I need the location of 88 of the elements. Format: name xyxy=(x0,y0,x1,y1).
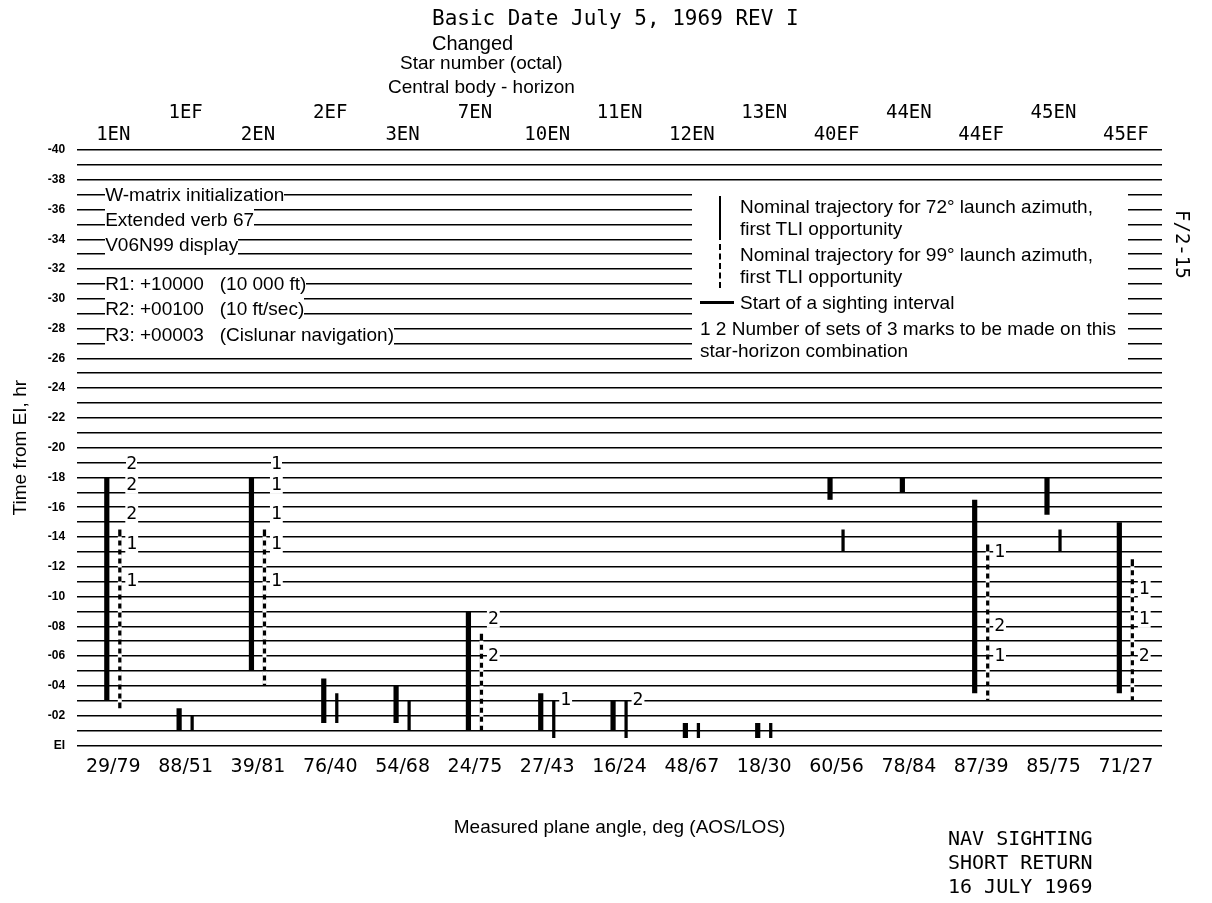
annotation: R1: +10000 (10 000 ft) xyxy=(105,272,307,295)
annotation: 2 xyxy=(487,606,499,628)
annotation: 2 xyxy=(126,451,138,474)
x-tick-label: 48/67 xyxy=(664,753,720,776)
text: NAV SIGHTING SHORT RETURN 16 JULY 1969 xyxy=(948,826,1094,898)
y-tick-label: -26 xyxy=(47,350,66,365)
annotation: 2 xyxy=(1138,643,1150,665)
text: 11EN xyxy=(596,100,643,122)
text: 2EF xyxy=(313,100,348,122)
text: Central body - horizon xyxy=(388,76,575,98)
x-tick-label: 27/43 xyxy=(519,753,575,776)
x-tick-label: 54/68 xyxy=(375,753,430,776)
x-tick-label: 16/24 xyxy=(592,753,647,776)
text: 10EN xyxy=(524,122,571,144)
y-tick-label: -20 xyxy=(47,440,66,455)
text: Basic Date July 5, 1969 REV I xyxy=(432,6,799,30)
y-tick-label: -34 xyxy=(47,231,66,246)
annotation: 1 xyxy=(126,532,138,554)
annotation: 1 xyxy=(1138,606,1150,628)
text: F/2-15 xyxy=(1172,209,1194,279)
annotation: R3: +00003 (Cislunar navigation) xyxy=(105,323,394,346)
y-tick-label: -04 xyxy=(47,678,66,693)
y-tick-label: EI xyxy=(53,737,66,752)
annotation: 1 xyxy=(1138,576,1150,598)
x-tick-label: 39/81 xyxy=(230,753,286,776)
legend-label: Nominal trajectory for 99° launch azimuth, first TLI opportunity xyxy=(740,243,1094,288)
annotation: 1 xyxy=(126,569,138,591)
text: 2EN xyxy=(240,122,276,144)
text: 45EF xyxy=(1102,122,1149,144)
annotation: 2 xyxy=(487,643,499,665)
annotation: 1 xyxy=(270,451,282,474)
annotation: 1 xyxy=(994,643,1006,665)
annotation: 2 xyxy=(994,613,1006,635)
y-tick-label: -10 xyxy=(47,588,66,603)
annotation: W-matrix initialization xyxy=(105,183,285,206)
text: 1EN xyxy=(96,122,131,144)
x-tick-label: 87/39 xyxy=(953,753,1009,776)
x-tick-label: 85/75 xyxy=(1026,753,1081,776)
annotation: 1 xyxy=(270,532,282,554)
text: 12EN xyxy=(669,122,715,144)
y-tick-label: -22 xyxy=(47,410,66,425)
x-tick-label: 29/79 xyxy=(85,753,141,776)
text: Changed xyxy=(432,32,514,55)
x-tick-label: 18/30 xyxy=(736,753,792,776)
x-tick-label: 71/27 xyxy=(1098,753,1154,776)
y-tick-label: -16 xyxy=(47,499,66,514)
y-tick-label: -36 xyxy=(47,201,66,216)
annotation: V06N99 display xyxy=(105,234,239,257)
text: 45EN xyxy=(1030,100,1077,122)
y-axis-title: Time from EI, hr xyxy=(8,379,30,516)
annotation: 1 2 Number of sets of 3 marks to be made on this star-horizon combination xyxy=(700,317,1118,362)
x-tick-label: 88/51 xyxy=(158,753,214,776)
x-tick-label: 60/56 xyxy=(809,753,864,776)
y-tick-label: -32 xyxy=(47,261,66,276)
text: 40EF xyxy=(813,122,860,144)
y-tick-label: -02 xyxy=(47,707,66,722)
text: 3EN xyxy=(385,122,420,144)
x-tick-label: 24/75 xyxy=(447,753,503,776)
annotation: 1 xyxy=(270,502,282,524)
y-tick-label: -06 xyxy=(47,648,66,663)
x-axis-title: Measured plane angle, deg (AOS/LOS) xyxy=(453,815,786,837)
text: 7EN xyxy=(457,100,493,122)
annotation: Extended verb 67 xyxy=(105,208,255,231)
text: 1EF xyxy=(168,100,203,122)
y-tick-label: -38 xyxy=(47,172,66,187)
y-tick-label: -40 xyxy=(47,142,66,157)
annotation: 2 xyxy=(126,502,138,524)
annotation: 1 xyxy=(270,472,282,494)
annotation: 1 xyxy=(270,569,282,591)
y-tick-label: -30 xyxy=(47,291,66,306)
annotation: 1 xyxy=(994,539,1006,561)
y-tick-label: -12 xyxy=(47,559,66,574)
x-tick-label: 76/40 xyxy=(302,753,358,776)
annotation: Start of a sighting interval xyxy=(740,291,955,314)
annotation: R2: +00100 (10 ft/sec) xyxy=(105,298,305,321)
y-tick-label: -18 xyxy=(47,469,66,484)
y-tick-label: -14 xyxy=(47,529,66,544)
text: 44EF xyxy=(958,122,1005,144)
annotation: 2 xyxy=(126,472,138,494)
text: 13EN xyxy=(741,100,788,122)
x-tick-label: 78/84 xyxy=(881,753,937,776)
y-tick-label: -08 xyxy=(47,618,66,633)
y-tick-label: -28 xyxy=(47,320,66,335)
legend-label: Nominal trajectory for 72° launch azimuth, first TLI opportunity xyxy=(740,195,1094,240)
annotation: 2 xyxy=(632,688,644,710)
annotation: 1 xyxy=(560,688,572,710)
y-tick-label: -24 xyxy=(47,380,66,395)
text: 44EN xyxy=(885,100,932,122)
